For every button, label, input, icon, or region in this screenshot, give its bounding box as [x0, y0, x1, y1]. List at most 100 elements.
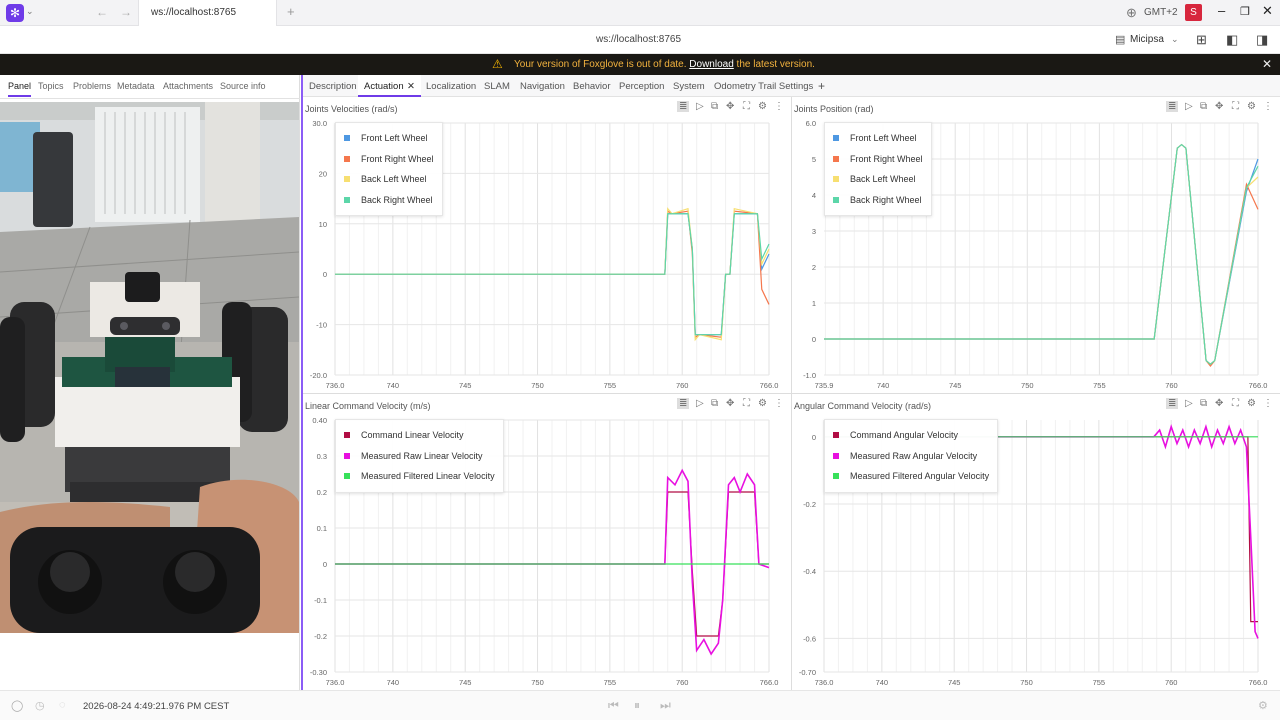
x-tick-label: 745 [459, 678, 472, 687]
plot-legend[interactable]: Front Left Wheel Front Right Wheel Back Le… [824, 122, 932, 217]
chevron-down-icon[interactable]: ⌄ [26, 6, 34, 16]
tab-description[interactable]: Description [309, 81, 357, 92]
gear-icon[interactable]: ⚙ [1247, 101, 1256, 112]
linear-command-velocity-panel[interactable]: 736.0 740 745 750 755 760 766.0 0.40 0.3 0.2 0.1 0 -… [303, 394, 792, 691]
legend-item[interactable]: Back Left Wheel [833, 169, 923, 190]
globe-icon[interactable]: ⊕ [1126, 5, 1137, 20]
tab-perception[interactable]: Perception [619, 81, 665, 92]
plot-legend[interactable]: Command Angular Velocity Measured Raw Ang… [824, 419, 999, 493]
legend-item[interactable]: Back Right Wheel [833, 190, 923, 211]
chevron-down-icon[interactable]: ⌄ [1171, 34, 1179, 44]
browser-tab[interactable]: ws://localhost:8765 [138, 0, 277, 26]
copy-icon[interactable]: ⧉ [711, 398, 719, 409]
fullscreen-icon[interactable]: ⛶ [1232, 398, 1239, 409]
gear-icon[interactable]: ⚙ [758, 101, 767, 112]
legend-item[interactable]: Command Linear Velocity [344, 425, 495, 446]
copy-icon[interactable]: ⧉ [1200, 101, 1208, 112]
legend-item[interactable]: Measured Raw Linear Velocity [344, 446, 495, 467]
close-icon[interactable]: ✕ [407, 81, 415, 92]
more-icon[interactable]: ⋮ [774, 398, 784, 409]
timezone-label[interactable]: GMT+2 [1144, 7, 1178, 18]
restore-icon[interactable]: ❐ [1240, 6, 1250, 18]
forward-arrow-icon[interactable]: → [120, 5, 132, 19]
plot-legend[interactable]: Front Left Wheel Front Right Wheel Back Le… [335, 122, 443, 217]
pan-icon[interactable]: ✥ [726, 398, 735, 409]
play-icon[interactable]: ▷ [696, 398, 704, 409]
legend-item[interactable]: Front Right Wheel [344, 149, 434, 170]
more-icon[interactable]: ⋮ [774, 101, 784, 112]
play-icon[interactable]: ▷ [696, 101, 704, 112]
legend-item[interactable]: Measured Raw Angular Velocity [833, 446, 989, 467]
copy-icon[interactable]: ⧉ [711, 101, 719, 112]
more-icon[interactable]: ⋮ [1263, 398, 1273, 409]
pause-icon[interactable]: ⏸ [634, 698, 641, 712]
layout-name[interactable]: Micipsa [1130, 34, 1164, 45]
tab-panel[interactable]: Panel [8, 81, 32, 97]
angular-command-velocity-panel[interactable]: 736.0 740 745 750 755 760 766.0 0 -0.2 -0.4 -0.6 -0… [792, 394, 1280, 691]
fullscreen-icon[interactable]: ⛶ [1232, 101, 1239, 112]
close-icon[interactable]: ✕ [1262, 57, 1273, 71]
tab-actuation[interactable]: Actuation [364, 81, 404, 92]
left-sidebar-toggle-icon[interactable]: ◧ [1226, 32, 1239, 47]
right-sidebar-toggle-icon[interactable]: ◨ [1256, 32, 1269, 47]
new-tab-icon[interactable]: + [287, 4, 295, 19]
add-panel-icon[interactable]: ⊞ [1196, 32, 1207, 47]
tab-source-info[interactable]: Source info [220, 81, 266, 91]
gear-icon[interactable]: ⚙ [1247, 398, 1256, 409]
address-bar: ws://localhost:8765 ▤ Micipsa ⌄ ⊞ ◧ ◨ [0, 26, 1280, 54]
tab-problems[interactable]: Problems [73, 81, 112, 91]
clock-icon[interactable]: ◷ [35, 700, 45, 712]
legend-toggle-icon[interactable]: ≣ [677, 398, 690, 409]
gear-icon[interactable]: ⚙ [758, 398, 767, 409]
legend-item[interactable]: Command Angular Velocity [833, 425, 989, 446]
copy-icon[interactable]: ⧉ [1200, 398, 1208, 409]
fullscreen-icon[interactable]: ⛶ [743, 101, 750, 112]
pan-icon[interactable]: ✥ [1215, 398, 1224, 409]
legend-item[interactable]: Back Right Wheel [344, 190, 434, 211]
y-tick-label: -0.6 [803, 634, 816, 643]
joints-velocities-panel[interactable]: 736.0 740 745 750 755 760 766.0 30.0 20 10 0 -10 -20… [303, 97, 792, 394]
legend-toggle-icon[interactable]: ≣ [677, 101, 690, 112]
address-text[interactable]: ws://localhost:8765 [596, 34, 682, 45]
avatar[interactable]: S [1185, 4, 1202, 21]
legend-toggle-icon[interactable]: ≣ [1166, 101, 1179, 112]
legend-item[interactable]: Measured Filtered Angular Velocity [833, 466, 989, 487]
more-icon[interactable]: ⋮ [1263, 101, 1273, 112]
tab-attachments[interactable]: Attachments [163, 81, 214, 91]
tab-behavior[interactable]: Behavior [573, 81, 611, 92]
info-icon[interactable]: ◯ [11, 700, 24, 712]
back-arrow-icon[interactable]: ← [96, 5, 108, 19]
pan-icon[interactable]: ✥ [726, 101, 735, 112]
close-icon[interactable]: ✕ [1262, 3, 1273, 18]
download-link[interactable]: Download [689, 59, 734, 70]
legend-item[interactable]: Back Left Wheel [344, 169, 434, 190]
tab-topics[interactable]: Topics [38, 81, 64, 91]
tab-slam[interactable]: SLAM [484, 81, 510, 92]
foxglove-logo-icon[interactable]: ✻ [6, 4, 24, 22]
tab-actuation-active-bg[interactable] [358, 75, 421, 97]
pan-icon[interactable]: ✥ [1215, 101, 1224, 112]
legend-toggle-icon[interactable]: ≣ [1166, 398, 1179, 409]
joints-position-panel[interactable]: 735.9 740 745 750 755 760 766.0 6.0 5 4 3 2 1 0 -1.0 Jo… [792, 97, 1280, 394]
loop-icon[interactable]: ◌ [59, 699, 66, 711]
tab-odometry-trail-settings[interactable]: Odometry Trail Settings [714, 81, 814, 92]
legend-item[interactable]: Front Right Wheel [833, 149, 923, 170]
plot-legend[interactable]: Command Linear Velocity Measured Raw Line… [335, 419, 504, 493]
seek-back-icon[interactable]: ⏮ [608, 698, 619, 712]
tab-navigation[interactable]: Navigation [520, 81, 565, 92]
y-tick-label: 20 [319, 169, 327, 178]
legend-item[interactable]: Front Left Wheel [833, 128, 923, 149]
minimize-icon[interactable]: – [1218, 3, 1226, 18]
tab-system[interactable]: System [673, 81, 705, 92]
tab-localization[interactable]: Localization [426, 81, 477, 92]
legend-label: Command Angular Velocity [850, 430, 959, 440]
legend-item[interactable]: Front Left Wheel [344, 128, 434, 149]
seek-forward-icon[interactable]: ⏭ [660, 698, 671, 712]
fullscreen-icon[interactable]: ⛶ [743, 398, 750, 409]
settings-icon[interactable]: ⚙ [1258, 700, 1268, 712]
tab-metadata[interactable]: Metadata [117, 81, 155, 91]
play-icon[interactable]: ▷ [1185, 398, 1193, 409]
add-tab-icon[interactable]: + [818, 79, 826, 93]
legend-item[interactable]: Measured Filtered Linear Velocity [344, 466, 495, 487]
play-icon[interactable]: ▷ [1185, 101, 1193, 112]
